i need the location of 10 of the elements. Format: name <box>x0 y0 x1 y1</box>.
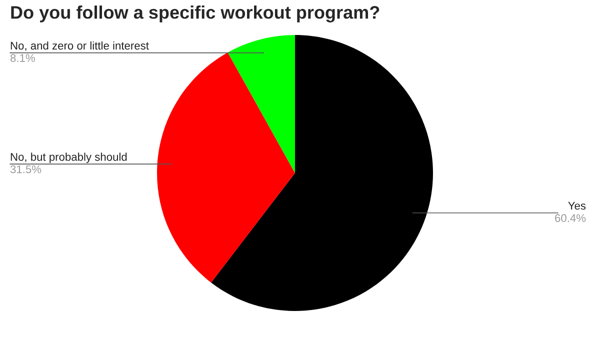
pie-slice <box>211 35 433 311</box>
pie-slice <box>228 35 295 173</box>
data-label: 8.1% <box>10 54 35 62</box>
data-label: 31.5% <box>10 165 42 174</box>
slice-label: No, but probably should <box>10 152 127 164</box>
data-label: 60.4% <box>555 214 586 222</box>
chart-title: Do you follow a specific workout program? <box>11 6 380 22</box>
slice-label: Yes <box>568 202 586 210</box>
slice-label: No, and zero or little interest <box>10 41 149 51</box>
pie-slice <box>157 52 295 283</box>
